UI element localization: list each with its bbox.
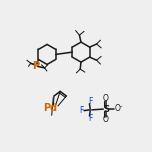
Text: O: O [102,115,108,124]
Text: P: P [33,61,40,71]
Text: F: F [79,106,84,115]
Text: -: - [120,103,122,109]
Text: O: O [102,94,108,103]
Text: F: F [88,114,92,123]
Text: F: F [88,97,92,106]
Text: S: S [103,105,109,114]
Text: O: O [114,104,120,113]
Text: Pd: Pd [43,103,57,113]
